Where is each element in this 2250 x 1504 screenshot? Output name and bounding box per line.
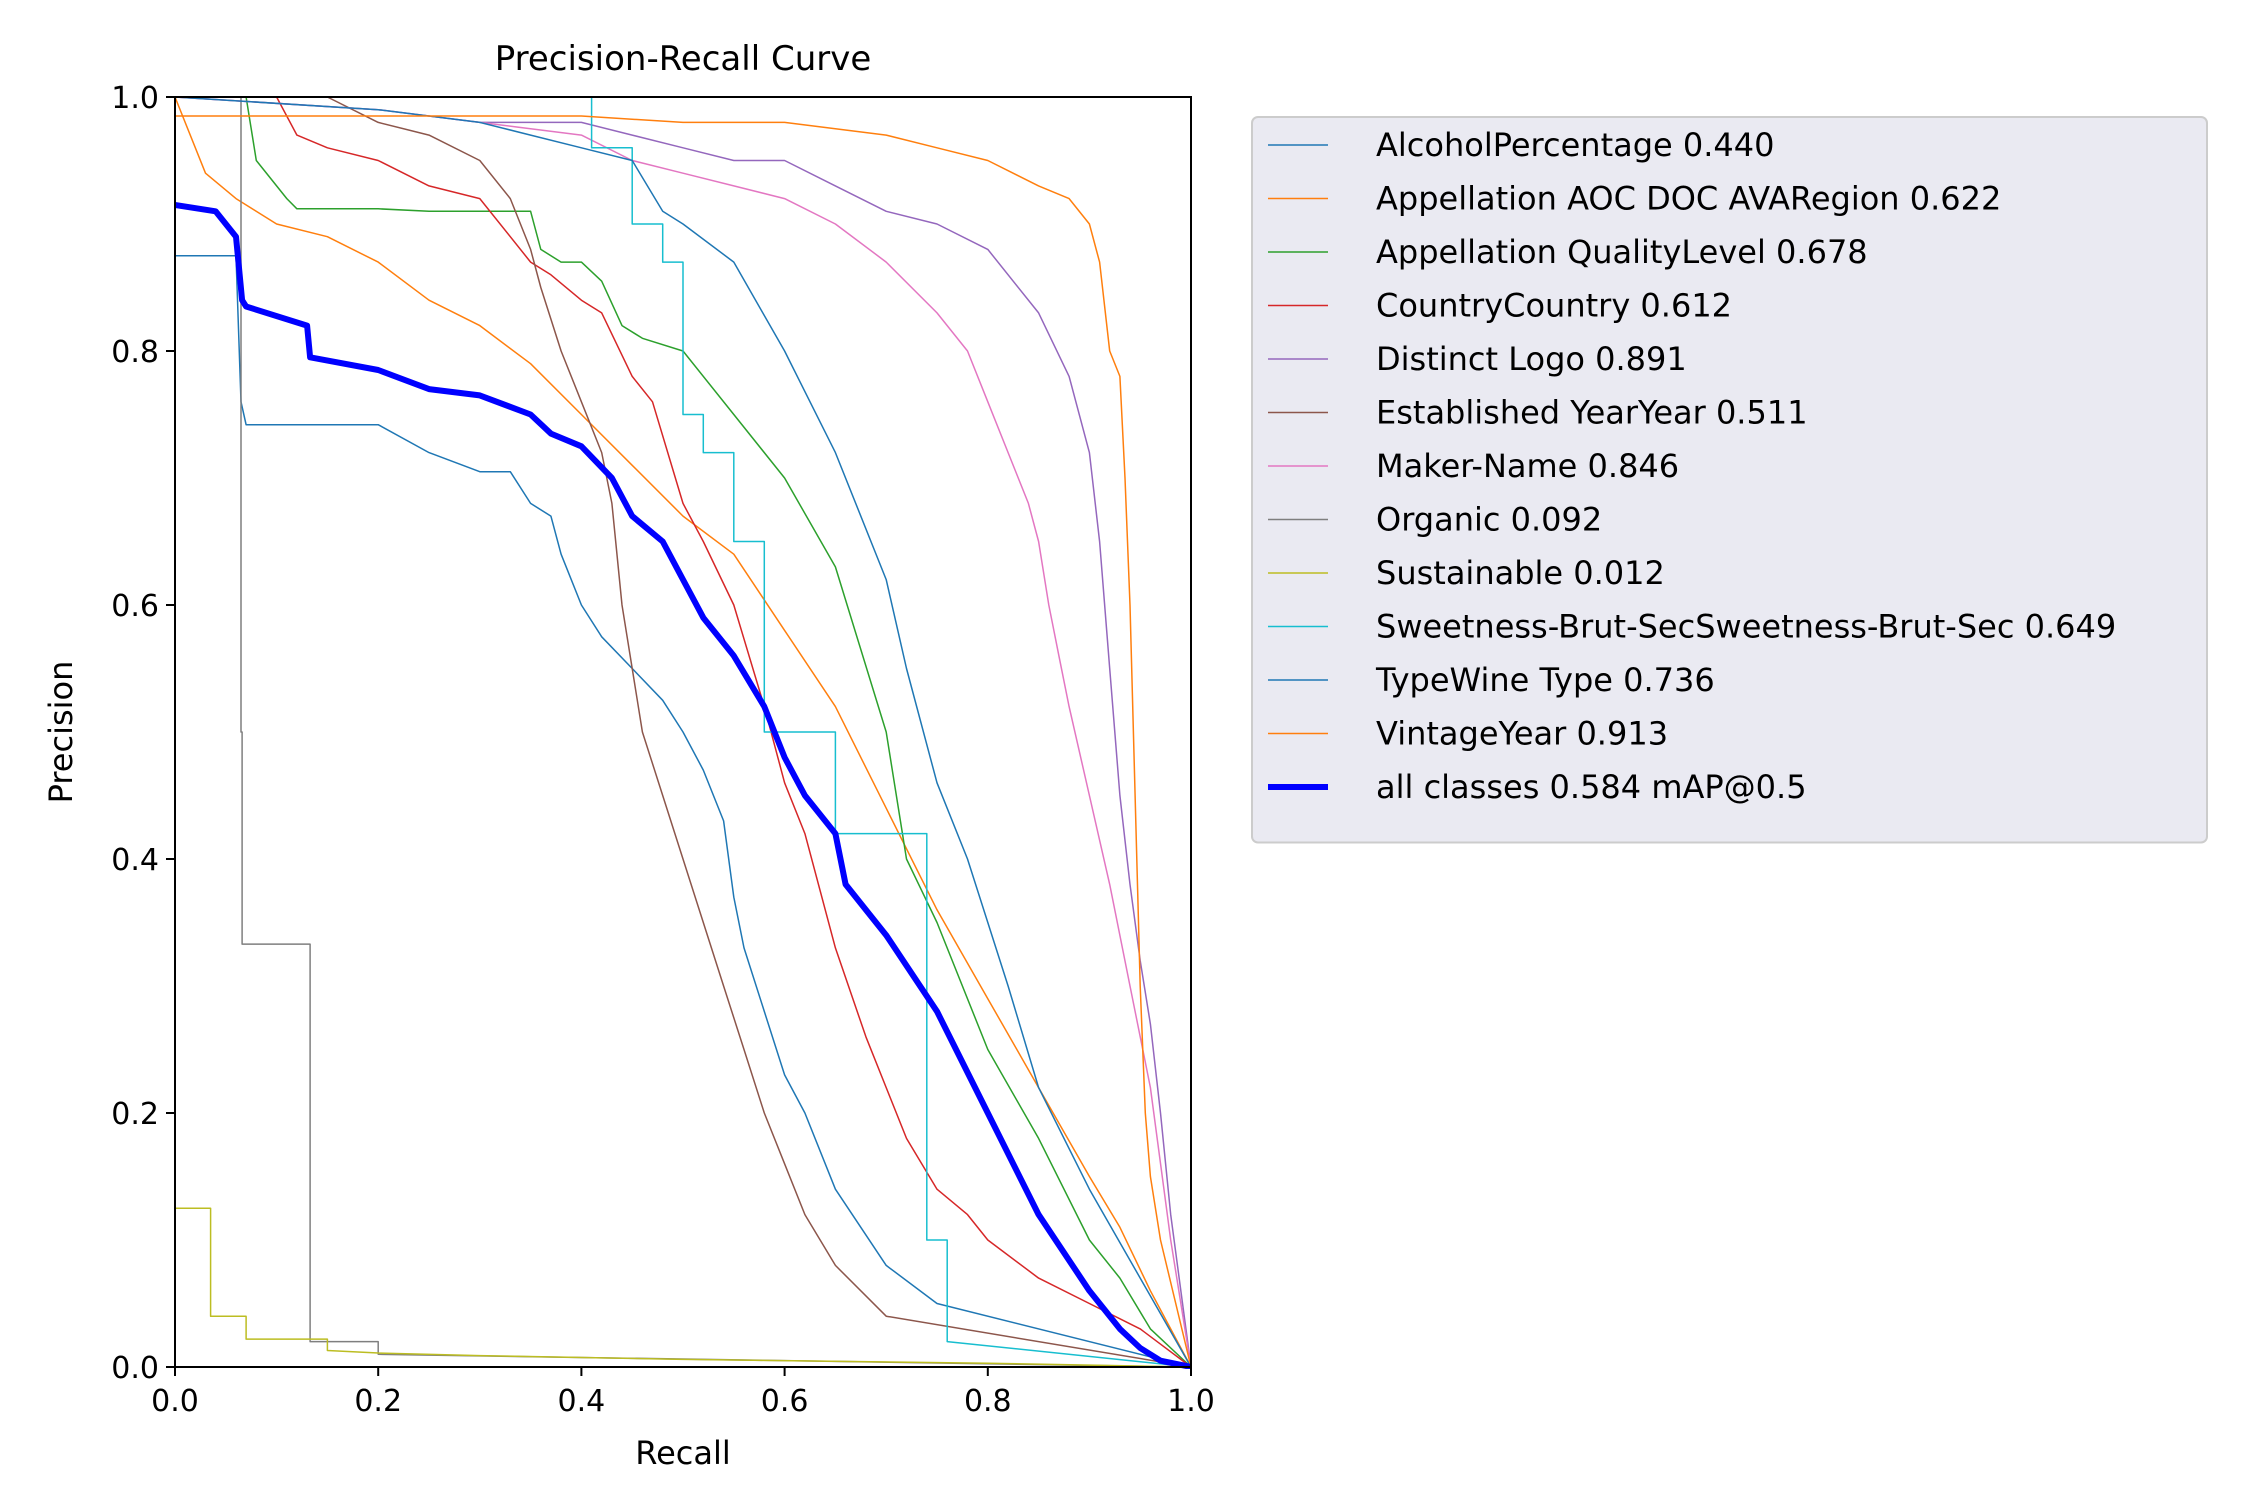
legend-label: VintageYear 0.913 xyxy=(1376,715,1668,753)
x-tick-label: 1.0 xyxy=(1167,1384,1215,1419)
series-line-9 xyxy=(175,96,1192,1368)
x-tick-label: 0.6 xyxy=(761,1384,809,1419)
series-line-5 xyxy=(175,96,1192,1368)
plot-frame xyxy=(174,96,1192,1368)
axes-layer: 0.0 0.2 0.4 0.6 0.8 1.0 0.0 0.2 0.4 0.6 0.8 1.0 xyxy=(111,81,1215,1419)
y-tick-label: 1.0 xyxy=(111,81,159,116)
legend-label: Sustainable 0.012 xyxy=(1376,554,1665,592)
y-axis-label: Precision xyxy=(42,661,80,804)
series-line-4 xyxy=(175,96,1192,1368)
series-line-11 xyxy=(175,115,1192,1368)
legend-label: TypeWine Type 0.736 xyxy=(1375,661,1715,699)
series-line-1 xyxy=(175,96,1192,1368)
x-axis-label: Recall xyxy=(635,1434,730,1472)
legend-label: Distinct Logo 0.891 xyxy=(1376,340,1687,378)
y-tick-label: 0.0 xyxy=(111,1351,159,1386)
series-line-10 xyxy=(175,96,1192,1368)
legend-label: Organic 0.092 xyxy=(1376,501,1602,539)
legend-label: AlcoholPercentage 0.440 xyxy=(1376,126,1775,164)
y-tick-label: 0.6 xyxy=(111,589,159,624)
x-tick-label: 0.4 xyxy=(558,1384,606,1419)
chart-title: Precision-Recall Curve xyxy=(495,39,872,79)
legend-label: CountryCountry 0.612 xyxy=(1376,287,1732,325)
y-tick-label: 0.4 xyxy=(111,843,159,878)
series-line-12 xyxy=(175,202,1192,1369)
x-tick-label: 0.2 xyxy=(354,1384,402,1419)
x-tick-label: 0.0 xyxy=(151,1384,199,1419)
legend-label: all classes 0.584 mAP@0.5 xyxy=(1376,768,1807,806)
series-line-3 xyxy=(175,96,1192,1368)
legend-label: Appellation AOC DOC AVARegion 0.622 xyxy=(1376,180,2001,218)
y-tick-label: 0.8 xyxy=(111,335,159,370)
legend-box xyxy=(1251,116,2208,844)
series-line-8 xyxy=(175,1207,1192,1368)
y-tick-label: 0.2 xyxy=(111,1097,159,1132)
series-line-2 xyxy=(175,96,1192,1368)
legend-label: Maker-Name 0.846 xyxy=(1376,447,1679,485)
legend: AlcoholPercentage 0.440 Appellation AOC D… xyxy=(1251,116,2208,844)
x-tick-label: 0.8 xyxy=(964,1384,1012,1419)
legend-label: Sweetness-Brut-SecSweetness-Brut-Sec 0.6… xyxy=(1376,608,2116,646)
legend-label: Established YearYear 0.511 xyxy=(1376,394,1808,432)
legend-label: Appellation QualityLevel 0.678 xyxy=(1376,233,1868,271)
